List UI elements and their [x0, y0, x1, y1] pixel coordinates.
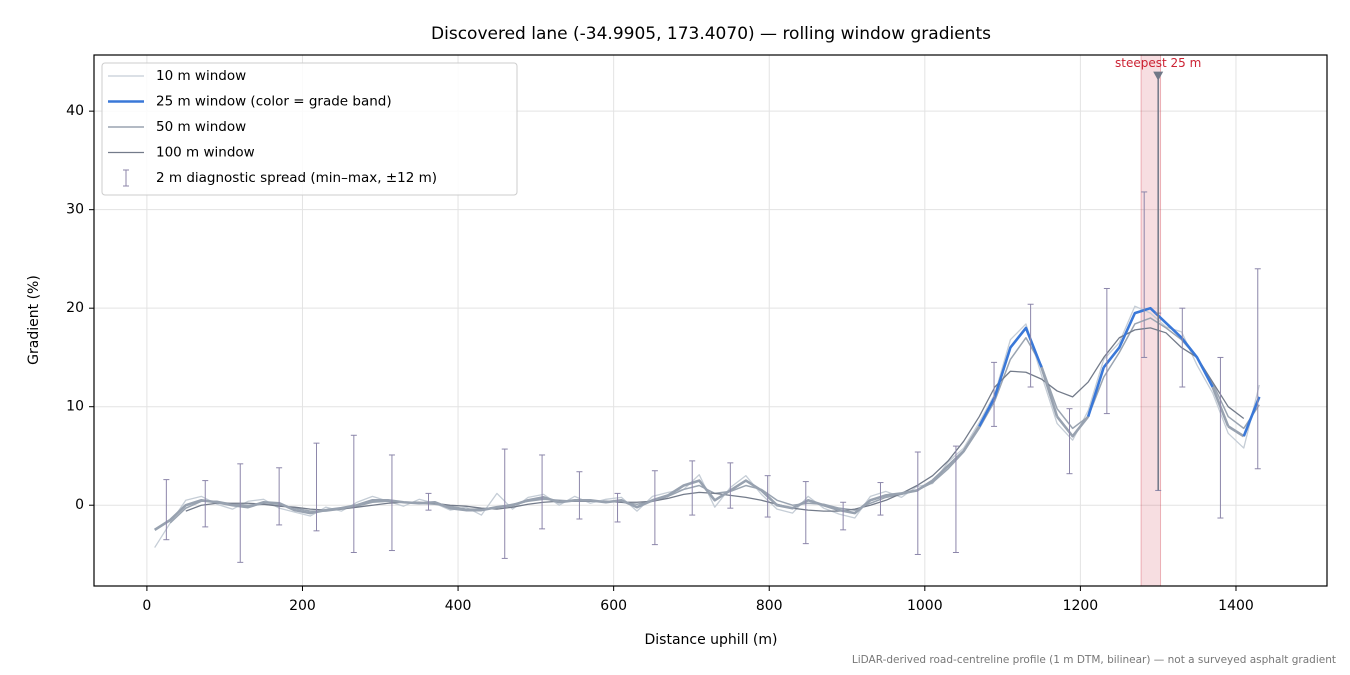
error-bar	[802, 481, 809, 545]
x-tick-label: 1400	[1218, 598, 1254, 614]
chart-title: Discovered lane (-34.9905, 173.4070) — r…	[431, 24, 991, 44]
error-bar	[689, 460, 696, 516]
legend-label: 100 m window	[156, 145, 255, 161]
line	[1227, 425, 1245, 438]
error-bar	[614, 492, 621, 523]
error-bar	[313, 442, 320, 532]
error-bar	[1141, 191, 1148, 358]
error-bar	[840, 501, 847, 531]
legend-box	[101, 62, 518, 196]
line	[169, 317, 1260, 524]
error-bar	[1066, 408, 1073, 475]
y-tick-label: 40	[66, 103, 84, 119]
steepest-marker	[1153, 71, 1164, 81]
line	[153, 425, 981, 531]
error-bar	[539, 454, 546, 530]
y-tick-label: 30	[66, 202, 84, 218]
line	[185, 327, 1245, 512]
error-bar	[576, 471, 583, 520]
y-axis-label: Gradient (%)	[26, 275, 42, 365]
x-tick-label: 200	[289, 598, 316, 614]
error-bar	[727, 462, 734, 509]
error-bar	[501, 448, 508, 559]
error-bar	[1217, 356, 1224, 519]
error-bar	[202, 480, 209, 528]
legend-label: 10 m window	[156, 68, 246, 84]
error-bar	[651, 470, 658, 546]
error-bar	[388, 454, 395, 552]
line	[993, 326, 1043, 398]
error-bar	[1027, 303, 1034, 388]
legend-label: 50 m window	[156, 119, 246, 135]
error-bar	[163, 479, 170, 541]
error-bar	[237, 463, 244, 563]
x-tick-label: 600	[600, 598, 627, 614]
line-connector	[1040, 366, 1059, 417]
line-connector	[1242, 396, 1261, 437]
x-tick-label: 400	[445, 598, 472, 614]
line-connector	[1086, 366, 1105, 417]
line-connector	[978, 396, 996, 428]
legend-label: 2 m diagnostic spread (min–max, ±12 m)	[156, 170, 437, 186]
x-tick-label: 1200	[1063, 598, 1099, 614]
x-tick-label: 800	[756, 598, 783, 614]
line	[1056, 415, 1090, 438]
error-bar	[877, 482, 884, 516]
steepest-band	[1140, 55, 1162, 586]
error-bar	[1254, 268, 1261, 470]
axes-frame	[93, 54, 1328, 587]
y-tick-label: 0	[75, 497, 84, 513]
error-bar	[276, 467, 283, 526]
error-bar	[764, 475, 771, 518]
legend-label: 25 m window (color = grade band)	[156, 94, 392, 110]
legend: 10 m window 25 m window (color = grade ba…	[101, 62, 518, 196]
error-bar	[1179, 307, 1186, 388]
error-bar	[1103, 287, 1110, 415]
error-bar	[350, 434, 357, 554]
y-tick-label: 10	[66, 399, 84, 415]
x-tick-label: 1000	[907, 598, 943, 614]
error-bar	[914, 451, 921, 555]
error-bar	[991, 361, 998, 427]
x-tick-label: 0	[142, 598, 151, 614]
x-axis-label: Distance uphill (m)	[645, 632, 778, 648]
plot-area	[153, 55, 1261, 586]
steepest-label: steepest 25 m	[1115, 56, 1201, 70]
error-bar	[425, 492, 432, 511]
y-tick-label: 20	[66, 300, 84, 316]
footnote: LiDAR-derived road-centreline profile (1…	[852, 654, 1336, 666]
error-bar	[952, 445, 959, 554]
